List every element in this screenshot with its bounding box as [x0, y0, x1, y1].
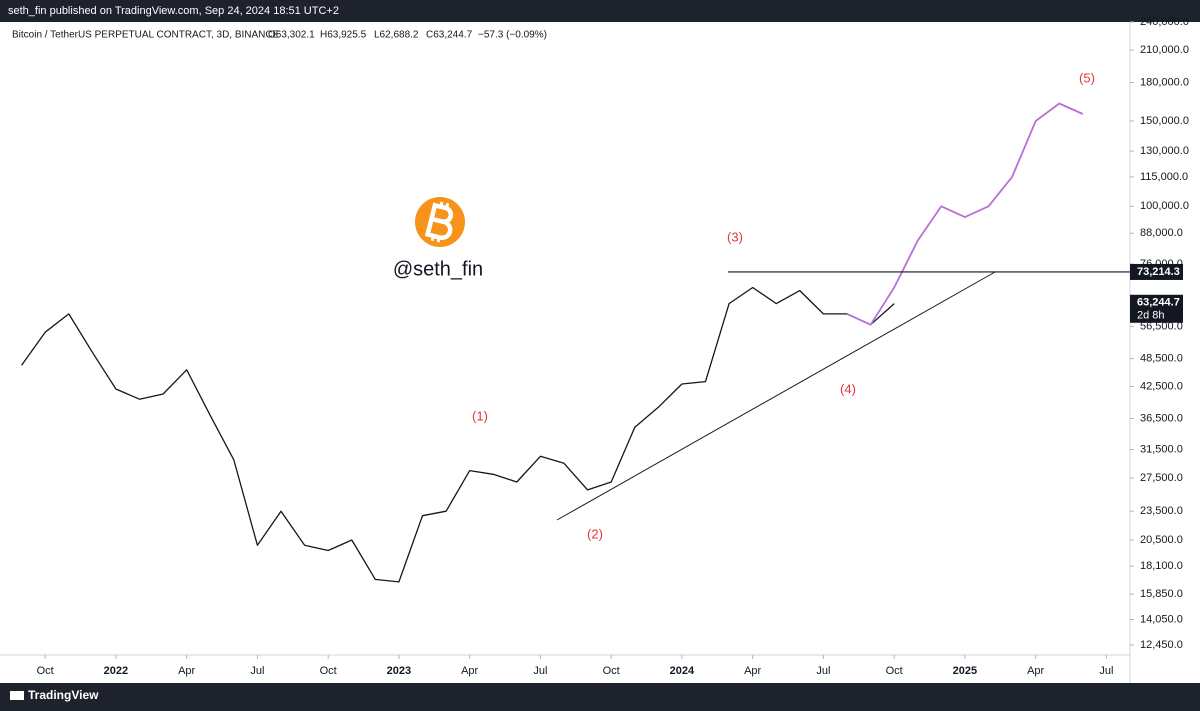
y-tick-label: 36,500.0: [1140, 412, 1183, 424]
x-tick-label: Oct: [320, 665, 337, 677]
y-tick-label: 180,000.0: [1140, 76, 1189, 88]
x-tick-label: Apr: [461, 665, 478, 677]
resistance-label: 73,214.3: [1137, 266, 1180, 278]
wave-label: (1): [472, 408, 488, 423]
y-tick-label: 56,500.0: [1140, 320, 1183, 332]
axes: 240,000.0 210,000.0 180,000.0 150,000.0 130,…: [37, 16, 1189, 677]
footer: TradingView: [10, 688, 99, 702]
wave-label: (4): [840, 381, 856, 396]
y-tick-label: 115,000.0: [1140, 171, 1188, 183]
x-tick-label: Jul: [533, 665, 547, 677]
bitcoin-logo: [415, 197, 465, 247]
y-tick-label: 88,000.0: [1140, 227, 1183, 239]
watermark: @seth_fin: [393, 258, 483, 280]
ohlc-value: C63,244.7: [426, 30, 473, 41]
x-tick-label: 2024: [670, 665, 695, 677]
x-tick-label: Jul: [1099, 665, 1113, 677]
price-line: [21, 286, 895, 583]
resistance-label-box: [1130, 263, 1183, 280]
plot-area: [21, 102, 1130, 583]
publish-info: seth_fin published on TradingView.com, S…: [8, 5, 339, 17]
x-tick-label: 2022: [104, 665, 128, 677]
ohlc-value: −57.3 (−0.09%): [478, 30, 547, 41]
y-tick-label: 48,500.0: [1140, 353, 1183, 365]
countdown-label: 2d 8h: [1137, 310, 1165, 322]
y-tick-label: 150,000.0: [1140, 115, 1189, 127]
chart-background: [0, 22, 1200, 683]
y-tick-label: 42,500.0: [1140, 380, 1183, 392]
y-tick-label: 31,500.0: [1140, 443, 1183, 455]
ohlc-legend: O63,302.1 H63,925.5 L62,688.2 C63,244.7 −57.…: [268, 30, 547, 41]
x-tick-label: Jul: [250, 665, 264, 677]
y-tick-label: 14,050.0: [1140, 613, 1183, 625]
x-tick-label: Oct: [37, 665, 54, 677]
ohlc-value: O63,302.1: [268, 30, 315, 41]
y-tick-label: 12,450.0: [1140, 639, 1183, 651]
wave-label: (5): [1079, 70, 1095, 85]
y-tick-label: 240,000.0: [1140, 16, 1189, 28]
y-tick-label: 20,500.0: [1140, 534, 1183, 546]
trend-line: [556, 271, 996, 521]
y-tick-label: 23,500.0: [1140, 505, 1183, 517]
y-tick-label: 27,500.0: [1140, 472, 1183, 484]
y-tick-label: 130,000.0: [1140, 145, 1189, 157]
y-tick-label: 210,000.0: [1140, 44, 1189, 56]
y-tick-label: 15,850.0: [1140, 588, 1183, 600]
x-tick-label: Apr: [744, 665, 761, 677]
x-tick-label: Apr: [178, 665, 195, 677]
y-tick-label: 18,100.0: [1140, 560, 1183, 572]
x-tick-label: Jul: [816, 665, 830, 677]
footer-brand: TradingView: [28, 688, 99, 702]
x-tick-label: Oct: [886, 665, 903, 677]
y-tick-label: 100,000.0: [1140, 200, 1189, 212]
x-tick-label: 2023: [387, 665, 411, 677]
price-line: [846, 102, 1084, 326]
wave-label: (3): [727, 229, 743, 244]
ohlc-value: H63,925.5: [320, 30, 367, 41]
last-price-box: [1130, 294, 1183, 323]
wave-label: (2): [587, 526, 603, 541]
chart-title: Bitcoin / TetherUS PERPETUAL CONTRACT, 3…: [12, 30, 280, 41]
x-tick-label: Apr: [1027, 665, 1044, 677]
x-tick-label: Oct: [603, 665, 620, 677]
last-price-label: 63,244.7: [1137, 297, 1180, 309]
ohlc-value: L62,688.2: [374, 30, 419, 41]
x-tick-label: 2025: [953, 665, 977, 677]
